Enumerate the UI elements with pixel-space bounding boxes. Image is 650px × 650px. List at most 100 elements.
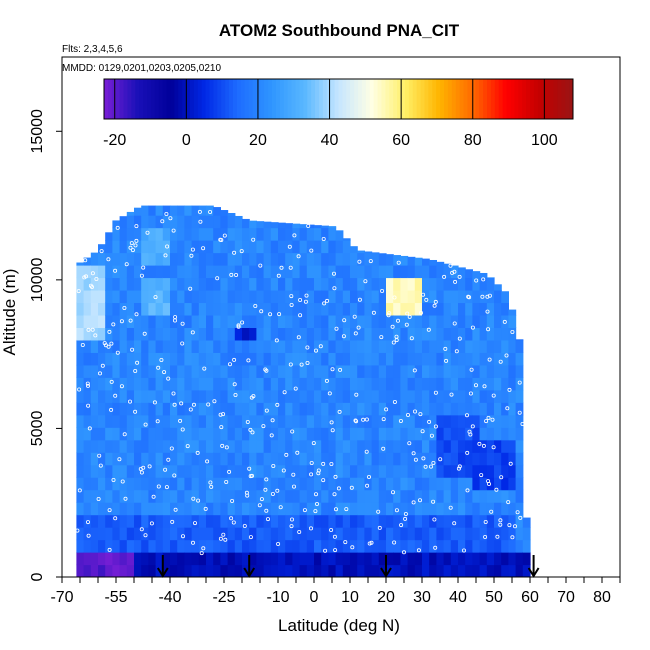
heat-cell xyxy=(206,265,214,279)
sample-point xyxy=(305,360,310,365)
colorbar-cell xyxy=(404,79,410,119)
heat-cell xyxy=(458,277,466,291)
heat-cell xyxy=(342,352,351,366)
heat-cell xyxy=(407,539,416,553)
sample-point xyxy=(498,359,503,364)
heat-cell xyxy=(256,302,265,316)
heat-cell xyxy=(76,314,85,328)
heat-cell xyxy=(170,277,178,291)
heat-cell xyxy=(299,564,308,577)
sample-point xyxy=(191,496,196,501)
heat-cell xyxy=(134,539,142,553)
sample-point xyxy=(380,288,385,293)
heat-cell xyxy=(364,327,373,341)
colorbar-cell xyxy=(209,79,214,119)
heat-cell xyxy=(393,327,401,341)
heat-cell xyxy=(83,339,92,353)
heat-cell xyxy=(112,439,121,453)
heat-cell xyxy=(386,552,394,566)
sample-point xyxy=(123,496,128,501)
heat-cell xyxy=(191,364,200,378)
heat-cell xyxy=(443,265,452,279)
heat-cell xyxy=(450,502,459,516)
heat-cell xyxy=(126,539,135,553)
heat-cell xyxy=(148,302,157,316)
heat-cell xyxy=(371,314,380,328)
sample-point xyxy=(248,427,253,432)
colorbar-cell xyxy=(338,79,343,119)
heat-cell xyxy=(213,364,221,378)
sample-point xyxy=(443,346,448,351)
heat-cell xyxy=(220,539,229,553)
sample-point xyxy=(470,325,475,330)
heat-cell xyxy=(242,302,250,316)
heat-cell xyxy=(364,302,373,316)
sample-point xyxy=(165,244,170,249)
heat-cell xyxy=(443,439,452,453)
heat-cell xyxy=(119,277,128,291)
sample-point xyxy=(259,497,264,502)
heat-cell xyxy=(285,389,293,403)
heat-cell xyxy=(126,477,135,491)
heat-cell xyxy=(371,514,380,528)
sample-point xyxy=(508,461,513,466)
heat-cell xyxy=(98,402,106,416)
sample-point xyxy=(332,534,337,539)
heat-cell xyxy=(371,302,380,316)
colorbar-cell xyxy=(205,79,211,119)
heat-cell xyxy=(198,527,207,541)
heat-cell xyxy=(263,302,272,316)
heat-cell xyxy=(119,439,128,453)
heat-cell xyxy=(90,265,99,279)
sample-point xyxy=(84,274,89,279)
heat-cell xyxy=(134,527,142,541)
heat-cell xyxy=(350,265,358,279)
colorbar-cell xyxy=(158,79,164,119)
heat-cell xyxy=(393,377,401,391)
sample-point xyxy=(396,260,401,265)
heat-cell xyxy=(126,389,135,403)
heat-cell xyxy=(285,427,293,441)
heat-cell xyxy=(177,464,185,478)
sample-point xyxy=(86,533,91,538)
sample-point xyxy=(342,318,347,323)
sample-point xyxy=(354,419,359,424)
heat-cell xyxy=(306,224,315,229)
heat-cell xyxy=(184,402,193,416)
heat-cell xyxy=(393,339,401,353)
heat-cell xyxy=(378,352,387,366)
sample-point xyxy=(80,342,85,347)
heat-cell xyxy=(83,514,92,528)
heat-cell xyxy=(184,427,193,441)
heat-cell xyxy=(342,464,351,478)
sample-point xyxy=(127,399,132,404)
heat-cell xyxy=(407,414,416,428)
heat-cell xyxy=(148,514,157,528)
heat-cell xyxy=(134,207,142,216)
colorbar-cell xyxy=(268,79,273,119)
heat-cell xyxy=(170,414,178,428)
heat-cell xyxy=(112,277,121,291)
heat-cell xyxy=(119,564,128,577)
heat-cell xyxy=(148,364,157,378)
heat-cell xyxy=(213,427,221,441)
sample-point xyxy=(356,325,361,330)
sample-point xyxy=(376,509,381,514)
heat-cell xyxy=(378,364,387,378)
heat-cell xyxy=(407,402,416,416)
heat-cell xyxy=(458,302,466,316)
sample-point xyxy=(334,326,339,331)
heat-cell xyxy=(270,277,279,291)
colorbar-cell xyxy=(401,79,406,119)
heat-cell xyxy=(134,389,142,403)
heat-cell xyxy=(191,240,200,254)
heat-cell xyxy=(436,377,445,391)
heat-cell xyxy=(335,514,344,528)
heat-cell xyxy=(414,414,423,428)
sample-point xyxy=(381,417,386,422)
heat-cell xyxy=(429,502,437,516)
heat-cell xyxy=(220,277,229,291)
heat-cell xyxy=(141,464,149,478)
heat-cell xyxy=(299,527,308,541)
sample-point xyxy=(304,293,309,298)
